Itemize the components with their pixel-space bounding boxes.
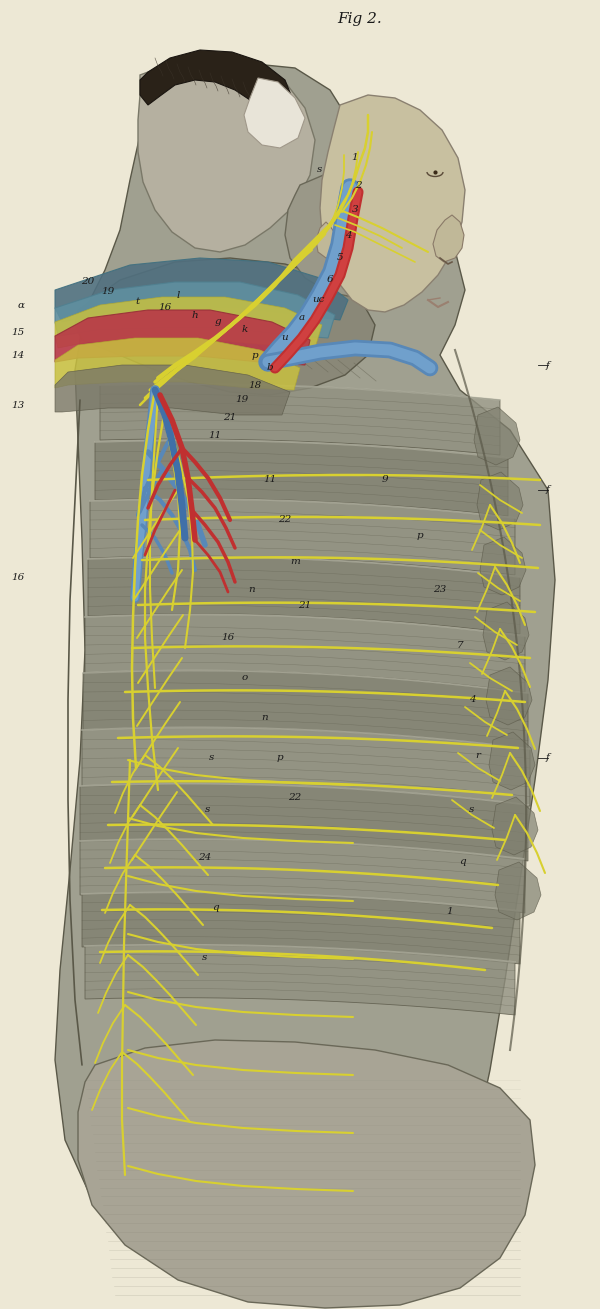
Polygon shape [83,670,528,750]
Text: 24: 24 [199,853,212,863]
Text: o: o [242,674,248,682]
Text: Fig 2.: Fig 2. [338,12,382,26]
Polygon shape [492,797,538,855]
Text: 11: 11 [263,475,277,484]
Polygon shape [95,440,508,516]
Polygon shape [285,168,428,298]
Text: p: p [277,754,283,763]
Text: 20: 20 [82,278,95,287]
Text: 22: 22 [278,516,292,525]
Text: f: f [546,754,550,763]
Polygon shape [138,58,315,253]
Text: p: p [416,530,424,539]
Polygon shape [55,281,335,338]
Polygon shape [85,945,515,1014]
Text: s: s [202,953,208,962]
Text: 16: 16 [221,634,235,643]
Polygon shape [90,499,515,575]
Text: 2: 2 [355,181,361,190]
Text: 1: 1 [352,153,358,162]
Text: g: g [215,318,221,326]
Text: 19: 19 [235,395,248,404]
Text: 5: 5 [337,254,343,263]
Text: f: f [546,360,550,369]
Polygon shape [316,223,338,258]
Polygon shape [85,614,525,692]
Text: 4: 4 [344,230,352,240]
Text: p: p [251,351,259,360]
Polygon shape [140,50,295,120]
Text: 4: 4 [469,695,475,704]
Polygon shape [55,310,310,365]
Text: u: u [281,334,289,343]
Text: 9: 9 [382,475,388,484]
Text: f: f [546,486,550,495]
Text: 18: 18 [248,381,262,390]
Polygon shape [55,297,322,348]
Text: 21: 21 [298,601,311,610]
Text: h: h [191,310,199,319]
Polygon shape [78,1039,535,1308]
Text: r: r [476,750,481,759]
Polygon shape [82,728,530,806]
Text: 3: 3 [352,206,358,215]
Polygon shape [88,556,520,634]
Text: m: m [290,558,300,567]
Text: b: b [266,364,274,373]
Text: 11: 11 [208,431,221,440]
Text: 19: 19 [101,288,115,297]
Text: 1: 1 [446,907,454,916]
Text: s: s [317,165,323,174]
Text: 15: 15 [12,329,25,336]
Text: uc: uc [312,296,324,305]
Text: s: s [209,754,215,763]
Polygon shape [55,258,348,322]
Polygon shape [55,338,300,390]
Polygon shape [244,79,305,148]
Polygon shape [477,473,523,530]
Text: 21: 21 [223,414,236,423]
Text: q: q [212,903,218,912]
Polygon shape [433,215,464,262]
Text: q: q [458,857,466,867]
Polygon shape [480,537,526,596]
Polygon shape [474,407,520,465]
Text: 23: 23 [433,585,446,594]
Polygon shape [75,258,375,395]
Polygon shape [483,602,529,660]
Text: k: k [242,326,248,335]
Text: 16: 16 [12,573,25,583]
Text: l: l [176,291,179,300]
Polygon shape [495,863,541,920]
Polygon shape [55,365,290,415]
Polygon shape [80,839,525,912]
Text: 22: 22 [289,793,302,802]
Text: a: a [299,313,305,322]
Text: t: t [136,297,140,306]
Polygon shape [489,732,535,791]
Text: 16: 16 [158,304,172,313]
Text: s: s [205,805,211,814]
Text: n: n [262,713,268,723]
Text: s: s [469,805,475,814]
Polygon shape [82,893,520,963]
Polygon shape [80,784,528,861]
Polygon shape [100,384,500,456]
Text: 13: 13 [12,401,25,410]
Text: 14: 14 [12,351,25,360]
Text: n: n [248,585,256,594]
Polygon shape [320,96,465,312]
Polygon shape [486,668,532,725]
Text: 6: 6 [326,275,334,284]
Text: 7: 7 [457,640,463,649]
Text: α: α [18,301,25,310]
Polygon shape [55,62,555,1275]
